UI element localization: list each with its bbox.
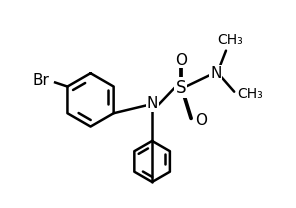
Text: N: N [147, 97, 158, 111]
Text: S: S [176, 79, 186, 97]
Text: Br: Br [32, 73, 49, 88]
Text: CH₃: CH₃ [237, 87, 263, 101]
Text: O: O [175, 53, 187, 68]
Text: CH₃: CH₃ [217, 32, 243, 47]
Text: N: N [210, 66, 221, 81]
Text: O: O [195, 113, 207, 128]
